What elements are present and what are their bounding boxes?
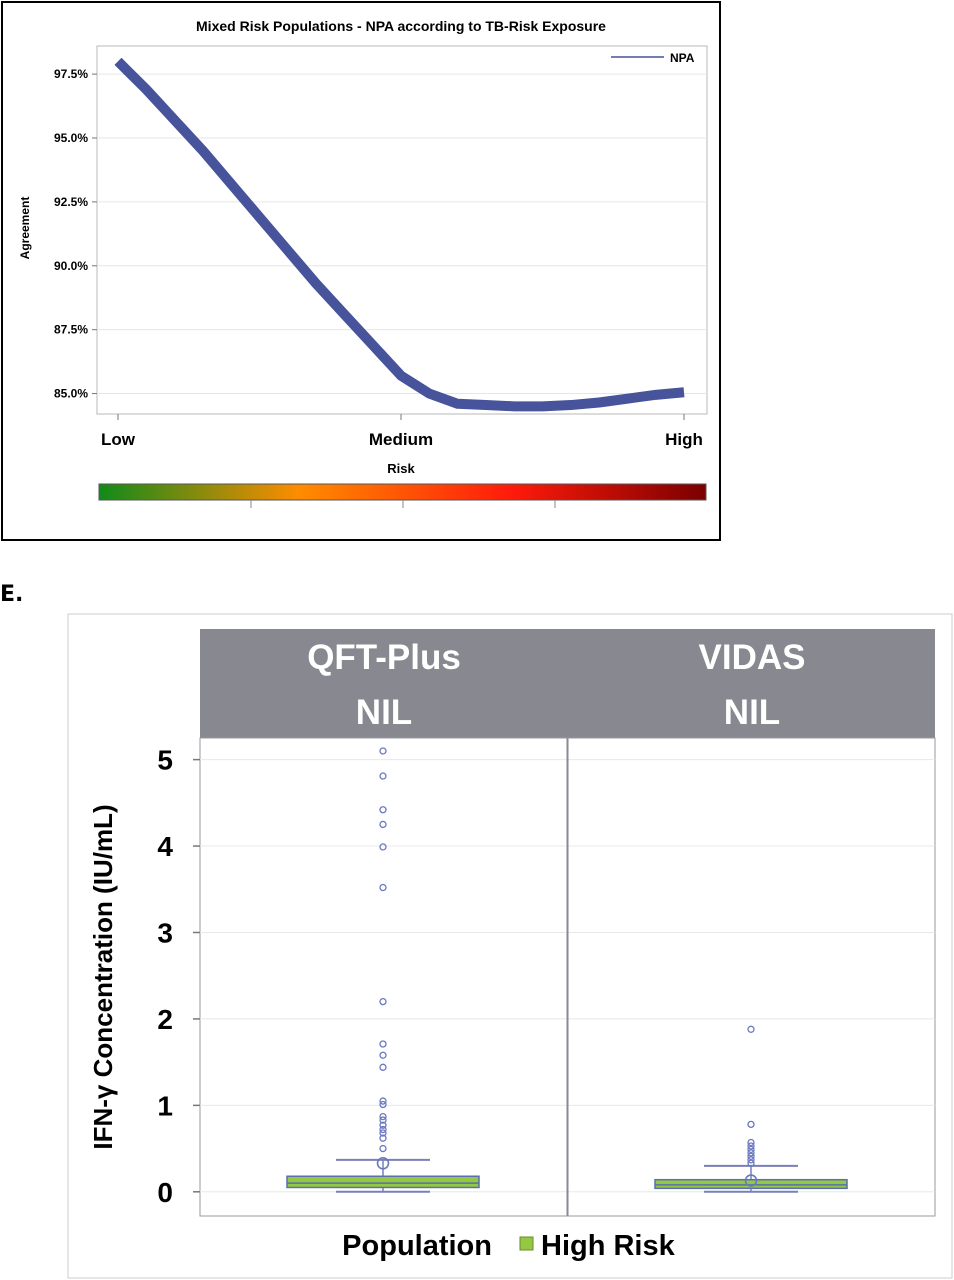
outlier-point xyxy=(379,843,387,851)
box-mean-marker xyxy=(376,1156,390,1170)
outlier-point xyxy=(747,1025,755,1033)
y-tick-label: 92.5% xyxy=(54,195,88,209)
y-tick-label: 95.0% xyxy=(54,131,88,145)
panel-header-vidas-line2: NIL xyxy=(724,693,780,732)
legend-label-npa: NPA xyxy=(670,51,695,65)
outlier-point xyxy=(379,1051,387,1059)
outlier-point xyxy=(747,1159,755,1167)
line-chart: Mixed Risk Populations - NPA according t… xyxy=(1,1,721,541)
y-tick-label: 97.5% xyxy=(54,67,88,81)
x-axis: Low Medium High xyxy=(101,414,703,449)
y-grid xyxy=(97,73,707,395)
panel-header-qft-line1: QFT-Plus xyxy=(307,638,461,677)
box-y-axis: 0 1 2 3 4 5 xyxy=(157,745,200,1208)
box-y-tick-label: 3 xyxy=(157,917,173,948)
legend-label-high-risk: High Risk xyxy=(541,1230,676,1262)
outlier-point xyxy=(379,772,387,780)
outlier-point xyxy=(379,747,387,755)
box-y-tick-label: 0 xyxy=(157,1177,173,1208)
x-tick-label: High xyxy=(665,430,703,449)
box-y-tick-label: 1 xyxy=(157,1090,173,1121)
plot-area xyxy=(96,45,708,415)
box-legend: Population High Risk xyxy=(342,1230,675,1262)
chart-title: Mixed Risk Populations - NPA according t… xyxy=(196,18,606,34)
outlier-point xyxy=(747,1120,755,1129)
legend-title: Population xyxy=(342,1230,492,1262)
outlier-point xyxy=(379,1125,387,1134)
x-axis-label: Risk xyxy=(387,461,415,476)
outlier-point xyxy=(379,1040,387,1048)
box-panel xyxy=(654,1025,848,1193)
box-y-axis-label: IFN-γ Concentration (IU/mL) xyxy=(88,804,118,1149)
outlier-point xyxy=(379,997,387,1006)
outlier-point xyxy=(379,820,387,829)
outlier-point xyxy=(747,1149,755,1157)
outlier-point xyxy=(747,1156,755,1164)
box-panel xyxy=(286,747,480,1193)
box-mean-marker xyxy=(744,1174,758,1187)
outlier-point xyxy=(379,1116,387,1124)
legend-swatch-high-risk xyxy=(519,1236,534,1251)
legend: NPA xyxy=(611,51,695,65)
outlier-point xyxy=(747,1145,755,1154)
outlier-point xyxy=(379,1144,387,1153)
y-tick-label: 85.0% xyxy=(54,387,88,401)
outlier-point xyxy=(379,806,387,814)
panel-header-vidas-line1: VIDAS xyxy=(699,638,806,677)
box-y-tick-label: 4 xyxy=(157,831,173,862)
npa-series-line xyxy=(114,57,685,412)
box-y-tick-label: 5 xyxy=(157,745,173,776)
y-axis-label: Agreement xyxy=(18,197,32,260)
outlier-point xyxy=(379,1112,387,1121)
box-y-tick-label: 2 xyxy=(157,1004,173,1035)
y-tick-label: 90.0% xyxy=(54,259,88,273)
y-tick-label: 87.5% xyxy=(54,323,88,337)
outlier-point xyxy=(379,1097,387,1105)
outlier-point xyxy=(747,1138,755,1147)
outlier-point xyxy=(379,1063,387,1071)
outlier-point xyxy=(379,1121,387,1129)
panel-label: E. xyxy=(0,582,23,607)
outlier-point xyxy=(379,1134,387,1142)
outlier-point xyxy=(379,883,387,892)
box-iqr xyxy=(286,1175,480,1189)
outlier-point xyxy=(379,1100,387,1109)
outlier-point xyxy=(747,1142,755,1150)
y-axis: 97.5% 95.0% 92.5% 90.0% 87.5% 85.0% xyxy=(54,67,97,401)
box-chart: QFT-Plus NIL VIDAS NIL 0 1 2 3 4 5 IFN-γ Conc… xyxy=(67,613,953,1279)
x-tick-label: Medium xyxy=(369,430,433,449)
outlier-point xyxy=(747,1152,755,1161)
x-tick-label: Low xyxy=(101,430,136,449)
panel-header-qft-line2: NIL xyxy=(356,693,412,732)
risk-gradient-bar xyxy=(98,483,707,501)
panel-header-bar xyxy=(200,629,935,738)
outlier-point xyxy=(379,1129,387,1137)
box-panels xyxy=(286,747,848,1193)
box-iqr xyxy=(654,1178,848,1190)
